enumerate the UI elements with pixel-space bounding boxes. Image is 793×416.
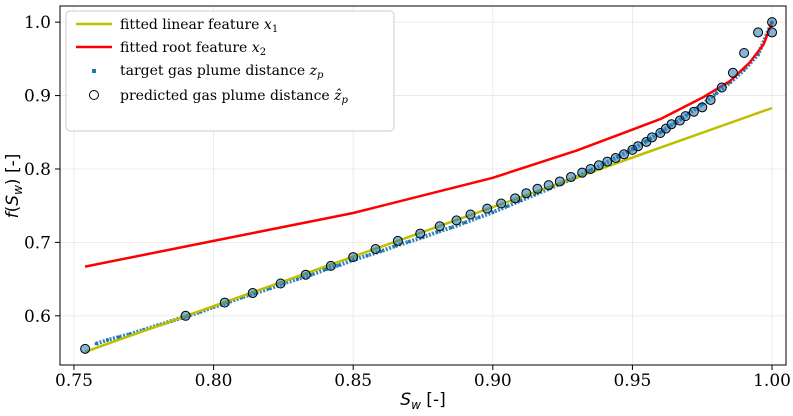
target-point (449, 226, 453, 230)
predicted-point (370, 244, 381, 255)
predicted-point (543, 180, 554, 191)
predicted-point (247, 288, 258, 299)
predicted-point (554, 176, 565, 187)
predicted-point (593, 160, 604, 171)
target-point (309, 273, 313, 277)
x-tick-label: 0.90 (474, 371, 512, 391)
target-point (435, 230, 439, 234)
series-line-linear (84, 106, 773, 353)
x-tick-label: 0.95 (613, 371, 651, 391)
target-point (94, 342, 98, 346)
y-tick-label: 0.8 (24, 160, 51, 180)
target-point (477, 215, 481, 219)
predicted-point (705, 94, 716, 105)
target-point (756, 52, 760, 56)
predicted-point (727, 67, 738, 78)
target-points-trace (95, 21, 774, 346)
predicted-point (510, 193, 521, 204)
predicted-point (565, 172, 576, 183)
predicted-point (392, 235, 403, 246)
y-tick-label: 1.0 (24, 13, 51, 33)
legend-handle-predicted (89, 90, 99, 100)
predicted-point (521, 188, 532, 199)
predicted-point (680, 111, 691, 122)
target-point (105, 338, 109, 342)
series-layer (80, 17, 778, 354)
target-point (323, 268, 327, 272)
predicted-point (753, 27, 764, 38)
predicted-point (180, 310, 191, 321)
x-tick-label: 0.75 (55, 371, 93, 391)
predicted-point (532, 183, 543, 194)
legend: fitted linear feature x1 fitted root fea… (65, 10, 395, 132)
predicted-point (697, 102, 708, 113)
target-point (128, 332, 132, 336)
predicted-point (300, 269, 311, 280)
ticks: 0.75 0.80 0.85 0.90 0.95 1.00 0.6 0.7 0.8 0.9 1.0 (24, 13, 791, 391)
target-point (267, 287, 271, 291)
x-tick-label: 1.00 (753, 371, 791, 391)
legend-label-predicted: predicted gas plume distance ẑp (120, 87, 349, 106)
predicted-point (275, 278, 286, 289)
target-point (519, 199, 523, 203)
target-point (337, 263, 341, 267)
legend-label-target: target gas plume distance zp (120, 63, 324, 81)
predicted-point (666, 119, 677, 130)
predicted-point (602, 156, 613, 167)
predicted-point (482, 203, 493, 214)
target-point (379, 249, 383, 253)
y-tick-label: 0.9 (24, 87, 51, 107)
predicted-point (619, 149, 630, 160)
predicted-point (633, 141, 644, 152)
legend-label-linear: fitted linear feature x1 (120, 17, 278, 35)
predicted-point (325, 260, 336, 271)
target-point (533, 193, 537, 197)
y-tick-label: 0.7 (24, 233, 51, 253)
y-tick-label: 0.6 (24, 307, 51, 327)
predicted-point (646, 132, 657, 143)
legend-label-root: fitted root feature x2 (120, 40, 266, 58)
legend-handle-target (92, 69, 96, 73)
predicted-point (80, 343, 91, 354)
series-line-root (84, 21, 774, 268)
predicted-point (610, 152, 621, 163)
target-point (365, 254, 369, 258)
y-axis-label: f(Sw) [-] (3, 154, 25, 219)
target-point (505, 204, 509, 208)
target-point (714, 91, 718, 95)
predicted-point (465, 209, 476, 220)
predicted-point (434, 221, 445, 232)
x-axis-label: Sw [-] (400, 390, 445, 412)
target-point (393, 244, 397, 248)
predicted-point (219, 297, 230, 308)
predicted-point (716, 82, 727, 93)
predicted-point (496, 198, 507, 209)
target-point (117, 335, 121, 339)
predicted-point (348, 252, 359, 263)
predicted-point (577, 167, 588, 178)
plot-frame (59, 5, 787, 366)
predicted-point (415, 228, 426, 239)
predicted-point (739, 47, 750, 58)
target-point (407, 240, 411, 244)
predicted-point (688, 106, 699, 117)
predicted-point (585, 163, 596, 174)
x-tick-label: 0.80 (195, 371, 233, 391)
target-point (742, 68, 746, 72)
predicted-point (767, 17, 778, 28)
target-point (295, 277, 299, 281)
target-point (463, 221, 467, 225)
legend-box (65, 10, 395, 132)
predicted-point (451, 215, 462, 226)
predicted-point (767, 27, 778, 38)
target-point (491, 210, 495, 214)
x-tick-label: 0.85 (334, 371, 372, 391)
